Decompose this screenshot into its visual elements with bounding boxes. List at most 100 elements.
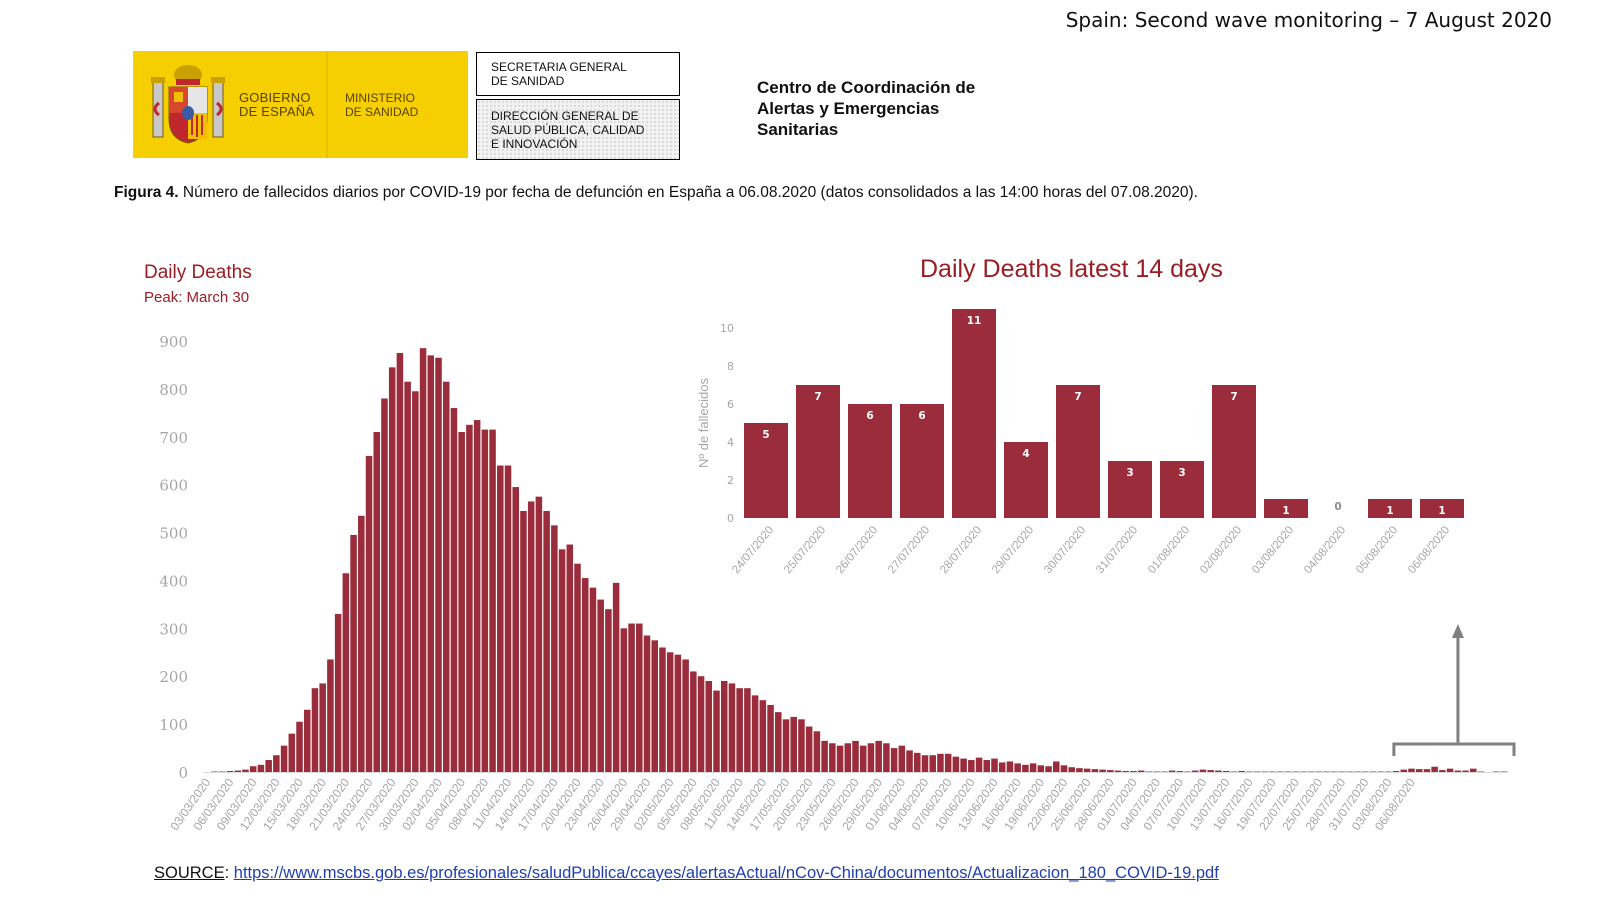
daily-death-bar bbox=[1392, 771, 1400, 772]
daily-death-bar bbox=[1199, 769, 1207, 772]
daily-death-bar bbox=[767, 704, 774, 772]
daily-death-bar bbox=[1462, 770, 1469, 772]
daily-death-bar bbox=[643, 635, 651, 772]
daily-death-bar bbox=[690, 671, 697, 772]
y-tick-label: 200 bbox=[159, 668, 188, 686]
daily-death-bar bbox=[929, 755, 936, 772]
daily-death-bar bbox=[736, 688, 743, 772]
daily-death-bar bbox=[1192, 770, 1199, 772]
ministerio-label: MINISTERIO DE SANIDAD bbox=[345, 91, 419, 119]
daily-death-bar bbox=[597, 599, 604, 772]
main-chart-subtitle: Peak: March 30 bbox=[144, 289, 250, 306]
logo-divider bbox=[326, 51, 328, 158]
daily-death-bar bbox=[342, 573, 350, 772]
daily-death-bar bbox=[327, 659, 334, 772]
inset-bar bbox=[744, 423, 788, 518]
daily-death-bar bbox=[273, 755, 280, 772]
daily-death-bar bbox=[744, 688, 751, 772]
daily-death-bar bbox=[921, 755, 929, 772]
daily-death-bar bbox=[1238, 771, 1245, 772]
inset-data-label: 6 bbox=[918, 410, 925, 422]
daily-death-bar bbox=[504, 465, 512, 772]
inset-data-label: 7 bbox=[1230, 391, 1237, 403]
source-label: SOURCE bbox=[154, 864, 225, 882]
daily-death-bar bbox=[720, 681, 728, 772]
arrow-head bbox=[1451, 624, 1464, 638]
inset-x-tick-label: 31/07/2020 bbox=[1094, 524, 1140, 576]
daily-death-bar bbox=[350, 534, 357, 772]
daily-death-bar bbox=[1068, 767, 1075, 772]
inset-y-tick-label: 2 bbox=[727, 474, 734, 487]
daily-death-bar bbox=[257, 764, 265, 772]
daily-death-bar bbox=[968, 760, 975, 772]
daily-death-bar bbox=[1083, 768, 1091, 772]
inset-data-label: 6 bbox=[866, 410, 873, 422]
daily-death-bar bbox=[805, 726, 813, 772]
daily-death-bar bbox=[1415, 769, 1423, 772]
daily-death-bar bbox=[396, 352, 404, 772]
daily-death-bar bbox=[1053, 761, 1060, 772]
daily-death-bar bbox=[311, 688, 319, 772]
secretaria-box: SECRETARIA GENERAL DE SANIDAD bbox=[476, 52, 680, 96]
daily-death-bar bbox=[1469, 768, 1477, 772]
daily-death-bar bbox=[867, 743, 875, 772]
inset-x-tick-label: 06/08/2020 bbox=[1406, 524, 1452, 576]
inset-x-tick-label: 30/07/2020 bbox=[1042, 524, 1088, 576]
daily-death-bar bbox=[728, 683, 736, 772]
daily-death-bar bbox=[1439, 770, 1446, 772]
inset-bar bbox=[1108, 461, 1152, 518]
daily-death-bar bbox=[914, 752, 921, 772]
daily-death-bar bbox=[226, 771, 234, 772]
daily-death-bar bbox=[821, 740, 828, 772]
bracket-annotation bbox=[1392, 742, 1516, 756]
inset-bar bbox=[952, 309, 996, 518]
daily-death-bar bbox=[705, 681, 713, 772]
daily-death-bar bbox=[234, 770, 242, 772]
ccaes-title: Centro de Coordinación de Alertas y Emer… bbox=[757, 78, 976, 139]
daily-death-bar bbox=[551, 525, 558, 772]
main-chart-title: Daily Deaths bbox=[144, 262, 252, 283]
daily-death-bar bbox=[581, 578, 589, 772]
figure-caption-text: Número de fallecidos diarios por COVID-1… bbox=[182, 184, 1198, 201]
daily-death-bar bbox=[1215, 770, 1222, 772]
inset-y-tick-label: 8 bbox=[727, 360, 734, 373]
daily-death-bar bbox=[651, 640, 658, 772]
inset-y-tick-label: 4 bbox=[727, 436, 734, 449]
daily-death-bar bbox=[412, 391, 419, 772]
daily-death-bar bbox=[265, 760, 272, 772]
daily-death-bar bbox=[1446, 768, 1454, 772]
y-tick-label: 800 bbox=[159, 381, 188, 399]
source-link[interactable]: https://www.mscbs.gob.es/profesionales/s… bbox=[233, 864, 1219, 882]
daily-death-bar bbox=[527, 501, 535, 772]
daily-death-bar bbox=[790, 716, 797, 772]
daily-death-bar bbox=[1022, 764, 1029, 772]
daily-death-bar bbox=[906, 750, 913, 772]
inset-data-label: 3 bbox=[1126, 467, 1133, 479]
coat-of-arms-icon bbox=[151, 65, 225, 144]
inset-data-label: 4 bbox=[1022, 448, 1029, 460]
daily-death-bar bbox=[303, 709, 311, 772]
inset-bar bbox=[848, 404, 892, 518]
daily-death-bar bbox=[473, 420, 481, 772]
daily-death-bar bbox=[975, 757, 983, 772]
daily-death-bar bbox=[442, 381, 450, 772]
daily-death-bar bbox=[960, 758, 967, 772]
daily-death-bar bbox=[566, 544, 574, 772]
inset-x-tick-label: 03/08/2020 bbox=[1250, 524, 1296, 576]
inset-data-label: 11 bbox=[967, 315, 982, 327]
inset-x-tick-label: 27/07/2020 bbox=[886, 524, 932, 576]
daily-death-bar bbox=[419, 348, 427, 772]
y-tick-label: 400 bbox=[159, 572, 188, 590]
inset-x-tick-label: 02/08/2020 bbox=[1198, 524, 1244, 576]
inset-data-label: 7 bbox=[814, 391, 821, 403]
daily-death-bar bbox=[558, 549, 566, 772]
daily-death-bar bbox=[373, 431, 380, 772]
daily-death-bar bbox=[674, 654, 682, 772]
inset-bar bbox=[1004, 442, 1048, 518]
daily-death-bar bbox=[489, 429, 496, 772]
inset-x-tick-label: 26/07/2020 bbox=[834, 524, 880, 576]
y-tick-label: 300 bbox=[159, 620, 188, 638]
daily-death-bar bbox=[844, 743, 852, 772]
inset-y-tick-label: 0 bbox=[727, 512, 734, 525]
